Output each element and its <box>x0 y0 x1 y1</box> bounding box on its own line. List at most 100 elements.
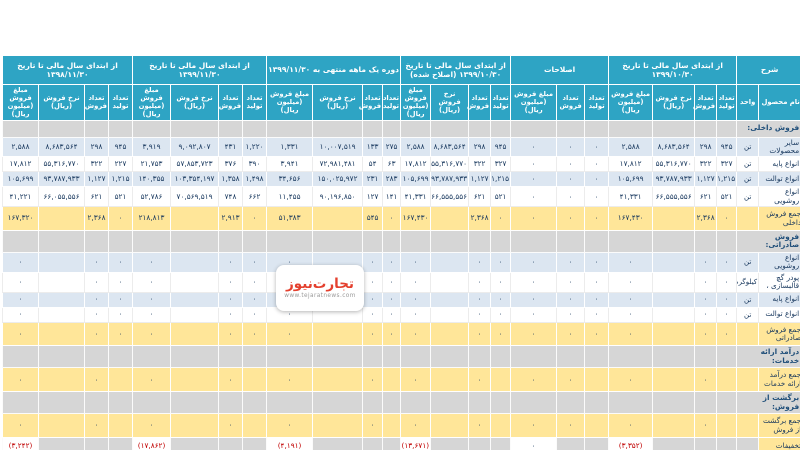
table-cell: ۹۳,۷۸۷,۹۳۳ <box>652 171 696 188</box>
column-header-g1-3: مبلغ فروش (میلیون ریال) <box>608 84 654 121</box>
table-cell <box>170 206 220 231</box>
table-cell: ۱,۲۱۵ <box>490 171 512 188</box>
table-cell: ۰ <box>218 291 244 308</box>
table-cell <box>584 391 610 415</box>
column-group-header-g4: از ابتدای سال مالی تا تاریخ ۱۳۹۹/۱۰/۳۰ (… <box>400 55 512 85</box>
table-cell: ۰ <box>716 291 738 308</box>
column-header-adj-0: تعداد تولید <box>584 84 610 121</box>
table-cell <box>510 119 558 138</box>
table-cell: ۰ <box>362 413 384 438</box>
table-cell: ۰ <box>84 321 110 347</box>
column-header-g4-0: تعداد تولید <box>490 84 512 121</box>
table-cell: ۰ <box>108 321 134 347</box>
table-cell: ۰ <box>584 171 610 188</box>
table-cell: ۰ <box>510 436 558 450</box>
table-cell: ۵۵,۳۱۶,۷۷۰ <box>38 156 86 173</box>
unit-cell: تن <box>736 136 760 158</box>
table-cell: ۶۲۱ <box>84 186 110 208</box>
table-cell <box>430 291 470 308</box>
table-cell: ۰ <box>382 252 402 273</box>
table-cell: ۴۱,۲۲۱ <box>1 186 40 208</box>
table-cell: (۱۳,۶۷۱) <box>400 436 432 450</box>
table-cell <box>38 229 86 254</box>
column-group-header-g7: از ابتدای سال مالی تا تاریخ ۱۳۹۸/۱۱/۳۰ <box>1 55 134 85</box>
table-cell <box>430 271 470 293</box>
table-cell: ۳۲۷ <box>490 156 512 173</box>
table-cell: ۹۴۵ <box>716 136 738 158</box>
table-cell <box>430 119 470 138</box>
table-cell <box>38 291 86 308</box>
column-header-g7-2: نرخ فروش (ریال) <box>38 84 86 121</box>
table-cell: ۲,۳۶۸ <box>468 206 492 231</box>
table-cell <box>84 119 110 138</box>
unit-cell <box>736 321 760 347</box>
table-cell: ۰ <box>716 206 738 231</box>
table-cell <box>430 391 470 415</box>
table-cell: ۱۶۷,۳۲۰ <box>1 206 40 231</box>
table-cell: ۳۷۶ <box>218 156 244 173</box>
table-row: جمع برگشت از فروش ۰ ۰ ۰ ۰ ۰ ۰ ۰ ۰ ۰ ۰ ۰ ۰ <box>1 413 800 438</box>
table-cell <box>38 367 86 393</box>
table-cell <box>362 345 384 369</box>
table-cell: ۱۳۳ <box>362 136 384 158</box>
table-cell: ۱۷,۸۱۲ <box>400 156 432 173</box>
table-cell: ۰ <box>510 156 558 173</box>
unit-cell: تن <box>736 252 760 273</box>
table-cell: ۰ <box>510 291 558 308</box>
table-cell <box>716 119 738 138</box>
column-header-g5-2: نرخ فروش (ریال) <box>312 84 364 121</box>
table-cell: ۰ <box>556 136 586 158</box>
table-cell: ۰ <box>132 367 172 393</box>
table-cell: ۰ <box>1 271 40 293</box>
table-row: انواع روشویی تن ۰ ۰ ۰ ۰ ۰ ۰ ۰ ۰ ۰ ۰ ۰ ۰ ۰ ۰ ۰ ۰ ۰ ۰ <box>1 252 800 273</box>
column-group-header-g1: از ابتدای سال مالی تا تاریخ ۱۳۹۹/۱۰/۳۰ <box>608 55 738 85</box>
table-cell <box>608 391 654 415</box>
table-cell: ۰ <box>242 321 268 347</box>
table-cell: ۰ <box>362 252 384 273</box>
table-cell <box>170 271 220 293</box>
table-cell: ۸,۶۸۳,۵۶۴ <box>652 136 696 158</box>
table-cell: ۰ <box>218 271 244 293</box>
table-cell <box>218 229 244 254</box>
table-cell <box>652 345 696 369</box>
table-cell: ۲۹۸ <box>694 136 718 158</box>
table-cell <box>652 119 696 138</box>
table-cell <box>382 229 402 254</box>
table-cell: ۰ <box>556 367 586 393</box>
table-row: انواع پایهتن۰۰۰۰۰۰۰۰۰۰۰۰۰۰۰۰۰۰ <box>1 291 800 308</box>
table-cell: ۸,۶۸۳,۵۶۴ <box>38 136 86 158</box>
table-cell: ۰ <box>382 306 402 323</box>
table-cell <box>694 119 718 138</box>
table-cell: ۳۲۷ <box>716 156 738 173</box>
table-cell <box>430 436 470 450</box>
table-cell <box>430 252 470 273</box>
column-group-header-g5: دوره یک ماهه منتهی به ۱۳۹۹/۱۱/۳۰ <box>266 55 402 85</box>
table-cell <box>84 391 110 415</box>
table-cell: ۵۲۱ <box>490 186 512 208</box>
product-name-cell: جمع فروش داخلی <box>758 206 800 231</box>
table-cell: ۰ <box>694 413 718 438</box>
table-cell: ۰ <box>584 186 610 208</box>
table-cell <box>510 229 558 254</box>
table-cell: ۷۴۸ <box>218 186 244 208</box>
unit-cell <box>736 436 760 450</box>
table-cell: ۶۶,۵۵۵,۵۵۶ <box>652 186 696 208</box>
table-cell <box>382 436 402 450</box>
table-cell <box>400 345 432 369</box>
table-row: جمع درآمد ارائه خدمات ۰ ۰ ۰ ۰ ۰ ۰ ۰ ۰ ۰ ۰ ۰ ۰ <box>1 367 800 393</box>
table-cell: ۰ <box>510 252 558 273</box>
table-cell <box>694 436 718 450</box>
table-cell <box>362 391 384 415</box>
table-cell: ۲,۵۸۸ <box>608 136 654 158</box>
table-cell <box>556 436 586 450</box>
table-cell <box>510 391 558 415</box>
table-row: جمع فروش صادراتی ۰ ۰ ۰ ۰ ۰ ۰ ۰ ۰ ۰ ۰ ۰ ۰ ۰ ۰ ۰ ۰ ۰ ۰ <box>1 321 800 347</box>
table-cell: ۵۴ <box>362 156 384 173</box>
table-cell <box>652 229 696 254</box>
table-cell: ۰ <box>242 206 268 231</box>
table-cell: ۱۱,۴۵۵ <box>266 186 314 208</box>
table-cell: ۰ <box>132 413 172 438</box>
table-cell: ۰ <box>716 252 738 273</box>
table-cell <box>490 413 512 438</box>
table-cell: ۰ <box>84 271 110 293</box>
